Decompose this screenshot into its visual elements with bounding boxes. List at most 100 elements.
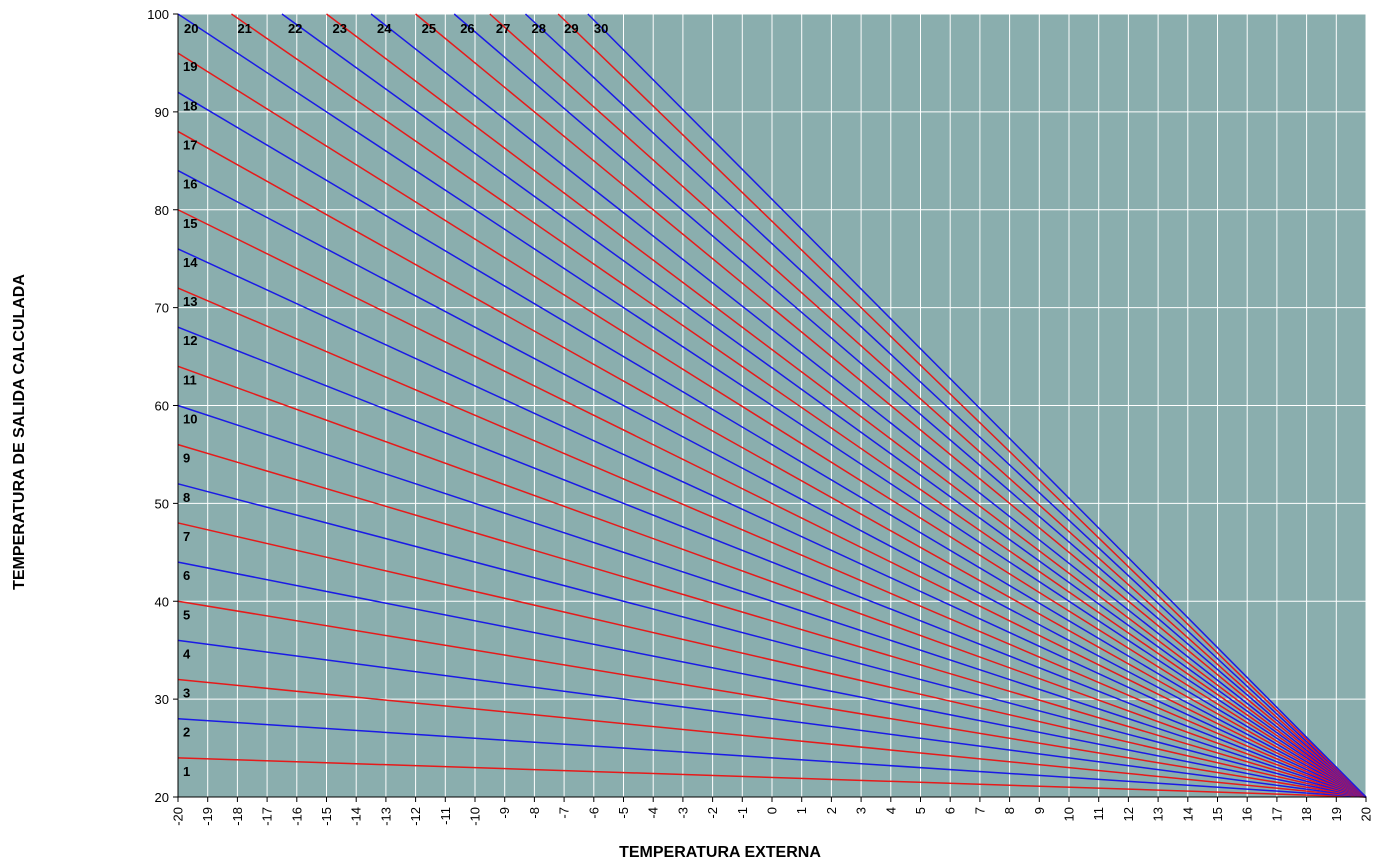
x-tick-label: -19 [200, 807, 215, 826]
series-line-17 [177, 130, 1367, 798]
curve-label-6: 6 [183, 568, 190, 583]
curve-label-2: 2 [183, 725, 190, 740]
curve-label-5: 5 [183, 607, 190, 622]
x-tick-label: -10 [468, 807, 483, 826]
curve-label-15: 15 [183, 216, 197, 231]
x-tick-label: -8 [527, 807, 542, 819]
x-tick-label: 6 [943, 807, 958, 814]
curve-label-10: 10 [183, 412, 197, 427]
x-tick-label: 2 [824, 807, 839, 814]
series-line-15 [177, 209, 1367, 798]
curve-label-27: 27 [496, 21, 510, 36]
x-tick-label: 0 [765, 807, 780, 814]
curve-label-23: 23 [333, 21, 347, 36]
y-tick-label: 60 [155, 399, 169, 414]
series-line-5 [177, 600, 1367, 798]
series-line-10 [177, 404, 1367, 798]
series-line-24 [370, 13, 1367, 798]
series-line-20 [177, 13, 1367, 798]
curve-label-4: 4 [183, 646, 191, 661]
series-line-16 [177, 169, 1367, 798]
x-tick-label: -13 [378, 807, 393, 826]
y-tick-label: 50 [155, 496, 169, 511]
curve-label-13: 13 [183, 294, 197, 309]
series-line-13 [177, 287, 1367, 798]
series-line-19 [177, 52, 1367, 798]
x-tick-label: 15 [1210, 807, 1225, 821]
x-tick-label: -18 [230, 807, 245, 826]
series-line-23 [326, 13, 1367, 798]
y-axis-label: TEMPERATURA DE SALIDA CALCULADA [11, 274, 28, 590]
series-line-22 [281, 13, 1367, 798]
x-tick-label: 16 [1240, 807, 1255, 821]
x-tick-label: 9 [1032, 807, 1047, 814]
curve-label-17: 17 [183, 137, 197, 152]
x-tick-label: -9 [497, 807, 512, 819]
x-tick-label: -12 [408, 807, 423, 826]
x-tick-label: 14 [1180, 807, 1195, 821]
series-line-4 [177, 639, 1367, 798]
series-line-21 [231, 13, 1367, 798]
y-tick-label: 40 [155, 594, 169, 609]
x-tick-label: -3 [675, 807, 690, 819]
curve-label-21: 21 [237, 21, 251, 36]
axes [173, 13, 1367, 802]
x-tick-label: -20 [171, 807, 186, 826]
grid [177, 13, 1367, 798]
x-tick-label: -5 [616, 807, 631, 819]
series-line-9 [177, 443, 1367, 798]
x-tick-label: 1 [794, 807, 809, 814]
x-tick-label: 18 [1299, 807, 1314, 821]
x-tick-label: 8 [1002, 807, 1017, 814]
x-tick-label: 7 [972, 807, 987, 814]
x-tick-label: -14 [349, 807, 364, 826]
curve-label-26: 26 [460, 21, 474, 36]
x-tick-label: 20 [1359, 807, 1374, 821]
x-tick-label: 5 [913, 807, 928, 814]
x-tick-label: 19 [1329, 807, 1344, 821]
series-line-1 [177, 757, 1367, 798]
series-line-8 [177, 483, 1367, 798]
x-tick-label: -1 [735, 807, 750, 819]
curve-label-29: 29 [564, 21, 578, 36]
curve-label-8: 8 [183, 490, 190, 505]
series-line-11 [177, 365, 1367, 798]
y-tick-label: 20 [155, 790, 169, 805]
x-tick-label: 4 [883, 807, 898, 814]
series-line-3 [177, 678, 1367, 798]
x-tick-label: -7 [557, 807, 572, 819]
x-tick-label: 17 [1269, 807, 1284, 821]
series-line-30 [587, 13, 1367, 798]
series-line-27 [489, 13, 1367, 798]
series-line-29 [557, 13, 1367, 798]
y-tick-label: 90 [155, 105, 169, 120]
series-line-6 [177, 561, 1367, 798]
curve-label-9: 9 [183, 451, 190, 466]
curve-label-14: 14 [183, 255, 198, 270]
series-line-12 [177, 326, 1367, 798]
series-line-2 [177, 717, 1367, 798]
series-lines [177, 13, 1367, 798]
x-axis-label: TEMPERATURA EXTERNA [619, 844, 821, 861]
curve-label-16: 16 [183, 177, 197, 192]
x-tick-label: 3 [854, 807, 869, 814]
x-tick-label: 13 [1151, 807, 1166, 821]
curve-label-20: 20 [184, 21, 198, 36]
curve-label-12: 12 [183, 333, 197, 348]
series-line-18 [177, 91, 1367, 798]
x-tick-label: -17 [260, 807, 275, 826]
curve-label-22: 22 [288, 21, 302, 36]
curve-label-24: 24 [377, 21, 392, 36]
x-tick-label: 12 [1121, 807, 1136, 821]
y-tick-labels: 20 30 40 50 60 70 80 90 100 [147, 7, 169, 805]
curve-label-7: 7 [183, 529, 190, 544]
curve-label-1: 1 [183, 764, 190, 779]
curve-label-3: 3 [183, 686, 190, 701]
x-tick-label: -2 [705, 807, 720, 819]
x-tick-label: -4 [646, 807, 661, 819]
curve-label-28: 28 [531, 21, 545, 36]
curve-label-18: 18 [183, 98, 197, 113]
curve-label-11: 11 [183, 372, 197, 387]
